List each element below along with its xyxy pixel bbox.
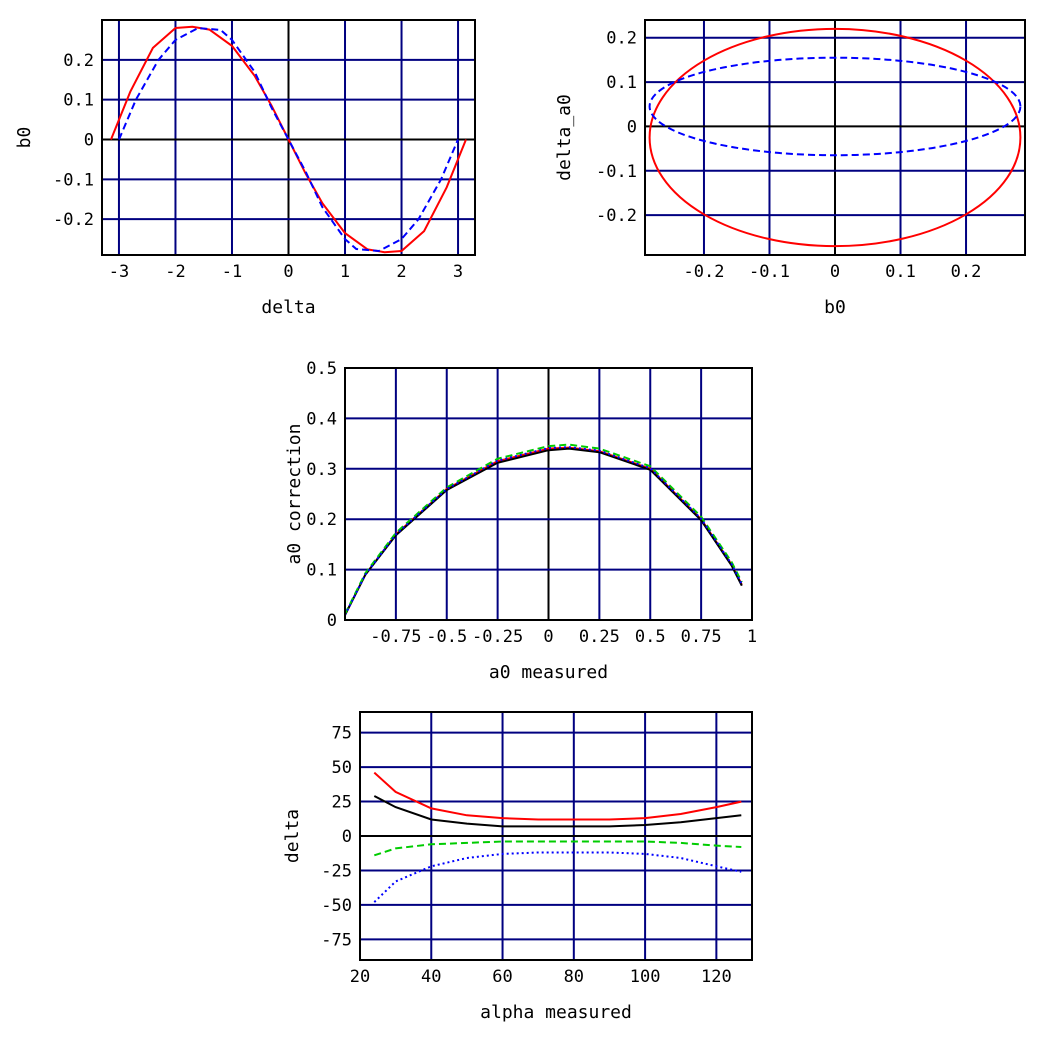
y-tick-label: 0.1 (606, 73, 637, 93)
x-tick-label: 0.1 (885, 262, 916, 282)
x-tick-label: 0.2 (951, 262, 982, 282)
series-line-4 (373, 851, 742, 903)
y-tick-label: -75 (321, 930, 352, 950)
x-tick-label: 1 (340, 262, 350, 282)
x-tick-label: -0.1 (749, 262, 790, 282)
x-tick-label: -0.5 (426, 627, 467, 647)
x-tick-label: 60 (492, 967, 512, 987)
y-axis-label: delta_a0 (554, 94, 575, 181)
x-tick-label: 1 (747, 627, 757, 647)
x-tick-label: 80 (564, 967, 584, 987)
chart-1: -3 -2 -1 0 1 2 3 -0.2 -0.1 0 0.1 0.2 delta b0 (14, 19, 476, 318)
y-tick-label: 0 (327, 611, 337, 631)
y-tick-label: 0.2 (63, 51, 94, 71)
x-tick-label: 0.5 (635, 627, 666, 647)
y-tick-label: -25 (321, 861, 352, 881)
x-tick-label: -1 (222, 262, 242, 282)
y-tick-label: 0.4 (306, 409, 337, 429)
x-tick-label: 100 (630, 967, 661, 987)
y-tick-label: -0.1 (53, 170, 94, 190)
x-axis-label: b0 (824, 297, 846, 318)
x-tick-label: 40 (421, 967, 441, 987)
x-axis-label: delta (261, 297, 315, 318)
x-tick-label: -0.75 (370, 627, 421, 647)
series-line-1 (345, 446, 743, 616)
series-line-3 (373, 840, 742, 857)
y-tick-label: 0 (84, 130, 94, 150)
y-tick-label: 0 (627, 117, 637, 137)
y-axis-label: a0 correction (284, 424, 305, 565)
x-axis-label: a0 measured (489, 662, 608, 683)
x-tick-label: -0.2 (683, 262, 724, 282)
series-line-2 (118, 26, 459, 253)
series-line-4 (345, 446, 743, 616)
y-tick-label: 0.5 (306, 359, 337, 379)
plot-frame (644, 19, 1026, 256)
x-tick-label: 20 (350, 967, 370, 987)
series-line-1 (373, 771, 742, 821)
x-tick-label: 0 (830, 262, 840, 282)
y-tick-label: 0.2 (306, 510, 337, 530)
y-tick-label: -0.2 (53, 210, 94, 230)
y-tick-label: 25 (332, 793, 352, 813)
y-tick-label: 75 (332, 724, 352, 744)
y-tick-label: 0 (342, 827, 352, 847)
series-line-2 (648, 56, 1022, 157)
x-tick-label: 0.25 (579, 627, 620, 647)
y-axis-label: delta (282, 809, 303, 863)
x-axis-label: alpha measured (480, 1002, 632, 1023)
x-tick-label: -2 (165, 262, 185, 282)
plot-frame (344, 367, 753, 621)
y-tick-label: 0.1 (63, 91, 94, 111)
x-tick-label: 0.75 (681, 627, 722, 647)
plot-frame (101, 19, 476, 256)
x-tick-label: 3 (453, 262, 463, 282)
y-tick-label: 50 (332, 758, 352, 778)
series-line-1 (110, 25, 467, 254)
chart-4: 20 40 60 80 100 120 -75 -50 -25 0 25 50 75 alpha meas… (282, 711, 753, 1023)
series-line-2 (345, 447, 743, 616)
y-tick-label: 0.1 (306, 561, 337, 581)
chart-2: -0.2 -0.1 0 0.1 0.2 -0.2 -0.1 0 0.1 0.2 b0 delta_a0 (554, 19, 1026, 318)
x-tick-label: -3 (109, 262, 129, 282)
x-tick-label: 120 (701, 967, 732, 987)
series-line-2 (373, 795, 742, 828)
y-tick-label: 0.2 (606, 29, 637, 49)
series-line-3 (345, 443, 743, 615)
chart-3: -0.75 -0.5 -0.25 0 0.25 0.5 0.75 1 0 0.1 0.2 0.3 0.4… (284, 359, 757, 683)
y-tick-label: -50 (321, 896, 352, 916)
x-tick-label: 0 (543, 627, 553, 647)
x-tick-label: -0.25 (472, 627, 523, 647)
x-tick-label: 0 (283, 262, 293, 282)
y-tick-label: -0.1 (596, 162, 637, 182)
x-tick-label: 2 (396, 262, 406, 282)
series-line-1 (648, 27, 1022, 248)
y-tick-label: 0.3 (306, 460, 337, 480)
y-tick-label: -0.2 (596, 206, 637, 226)
plot-frame (359, 711, 753, 961)
y-axis-label: b0 (14, 127, 35, 149)
